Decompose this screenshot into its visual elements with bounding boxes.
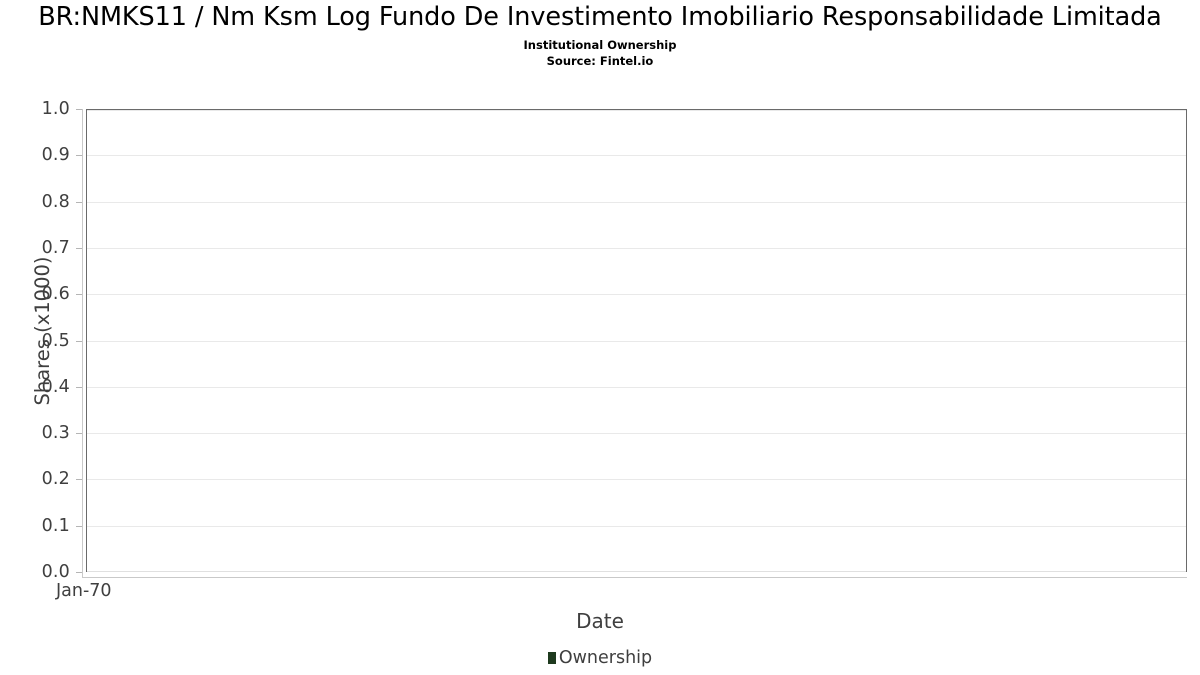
y-axis-tick-label: 1.0 bbox=[41, 99, 70, 119]
x-axis-spine bbox=[82, 577, 1187, 578]
chart-header: BR:NMKS11 / Nm Ksm Log Fundo De Investim… bbox=[0, 2, 1200, 69]
y-axis-spine bbox=[82, 109, 83, 572]
gridlines-group bbox=[87, 110, 1186, 572]
y-axis-tick bbox=[76, 387, 82, 388]
y-axis-tick-label: 0.0 bbox=[41, 562, 70, 582]
legend-item[interactable]: Ownership bbox=[547, 648, 653, 668]
y-axis-tick-label: 0.9 bbox=[41, 145, 70, 165]
gridline bbox=[87, 526, 1186, 527]
y-axis-tick bbox=[76, 109, 82, 110]
gridline bbox=[87, 387, 1186, 388]
y-axis-tick-label: 0.2 bbox=[41, 469, 70, 489]
chart-legend: Ownership bbox=[0, 648, 1200, 668]
y-axis-tick-label: 0.4 bbox=[41, 377, 70, 397]
x-axis-origin-tick bbox=[82, 572, 83, 578]
gridline bbox=[87, 341, 1186, 342]
x-axis-title: Date bbox=[576, 609, 624, 633]
chart-title: BR:NMKS11 / Nm Ksm Log Fundo De Investim… bbox=[38, 2, 1162, 32]
y-axis-tick bbox=[76, 155, 82, 156]
y-axis-tick bbox=[76, 202, 82, 203]
y-axis-title: Shares (x1000) bbox=[31, 256, 54, 406]
gridline bbox=[87, 110, 1186, 111]
gridline bbox=[87, 248, 1186, 249]
y-axis-tick bbox=[76, 526, 82, 527]
y-axis-tick-label: 0.1 bbox=[41, 516, 70, 536]
gridline bbox=[87, 479, 1186, 480]
gridline bbox=[87, 294, 1186, 295]
plot-area bbox=[86, 109, 1187, 572]
y-axis-tick bbox=[76, 479, 82, 480]
y-axis-tick bbox=[76, 341, 82, 342]
y-axis-tick bbox=[76, 294, 82, 295]
y-axis-tick bbox=[76, 248, 82, 249]
gridline bbox=[87, 571, 1186, 572]
gridline bbox=[87, 433, 1186, 434]
y-axis-tick-label: 0.8 bbox=[41, 192, 70, 212]
y-axis-tick-label: 0.6 bbox=[41, 284, 70, 304]
x-axis-tick-label: Jan-70 bbox=[56, 581, 112, 601]
filled-square-marker bbox=[547, 652, 556, 664]
gridline bbox=[87, 155, 1186, 156]
gridline bbox=[87, 202, 1186, 203]
y-axis-tick-label: 0.3 bbox=[41, 423, 70, 443]
legend-item-label: Ownership bbox=[558, 648, 653, 668]
y-axis-tick bbox=[76, 572, 82, 573]
y-axis-tick-label: 0.7 bbox=[41, 238, 70, 258]
y-axis-tick bbox=[76, 433, 82, 434]
chart-subtitle: Institutional Ownership bbox=[523, 38, 677, 52]
chart-source-attribution: Source: Fintel.io bbox=[546, 54, 654, 68]
y-axis-tick-label: 0.5 bbox=[41, 331, 70, 351]
